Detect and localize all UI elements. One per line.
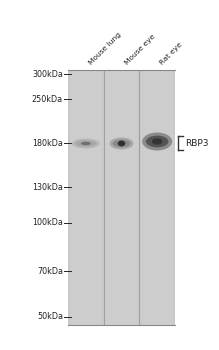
Ellipse shape [117,141,126,146]
Text: 70kDa: 70kDa [37,267,63,276]
Bar [69,70,102,325]
Text: 130kDa: 130kDa [32,183,63,192]
Text: Mouse eye: Mouse eye [124,33,156,66]
Ellipse shape [110,138,134,149]
Ellipse shape [118,140,125,147]
Text: 100kDa: 100kDa [32,218,63,228]
Ellipse shape [113,140,131,147]
Ellipse shape [146,136,168,147]
Text: RBP3: RBP3 [185,139,208,148]
Text: 250kDa: 250kDa [32,94,63,104]
Bar [141,70,173,325]
Ellipse shape [142,133,172,150]
Ellipse shape [72,139,100,148]
Bar [68,70,175,325]
Ellipse shape [75,140,96,147]
Text: Mouse lung: Mouse lung [88,32,122,66]
Bar [105,70,138,325]
Text: 180kDa: 180kDa [32,139,63,148]
Text: 50kDa: 50kDa [37,312,63,321]
Text: 300kDa: 300kDa [32,70,63,79]
Ellipse shape [81,142,91,145]
Text: Rat eye: Rat eye [159,41,184,66]
Ellipse shape [152,138,162,145]
